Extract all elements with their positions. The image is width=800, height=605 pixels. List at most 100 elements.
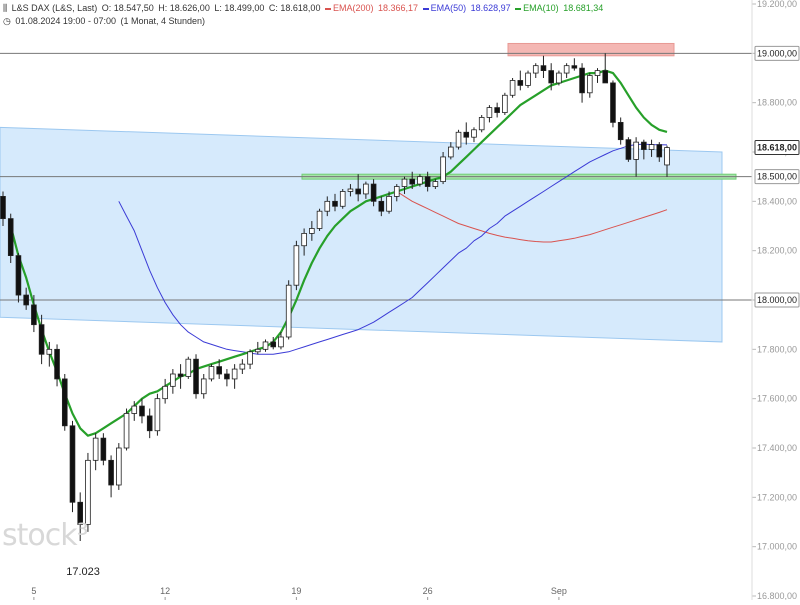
candle-body [316,210,323,229]
candle-body [617,122,624,141]
candle-body [440,156,446,183]
candle-body [471,129,477,138]
candle-body [571,65,578,69]
resistance-zone [507,42,675,57]
candle-body [339,191,346,207]
candle-body [247,351,253,365]
y-tick-label: 19.200,00 [757,0,797,9]
y-tick-label: 17.200,00 [757,492,797,502]
candle-body [61,378,68,427]
candle-body [347,188,354,192]
candle-body [432,181,439,187]
candle-body [602,70,609,84]
candle-body [77,501,84,525]
candle-body [224,373,230,380]
ema50-legend-value: 18.628,97 [470,3,511,13]
ema50-legend-swatch [422,7,429,10]
ema200-legend-label: EMA(200) [332,3,374,13]
candle-body [46,348,53,355]
high-value: H: 18.626,00 [158,3,210,13]
candle-body [625,139,632,160]
candle-body [54,348,60,380]
candle-body [285,284,292,338]
candle-body [548,70,554,84]
candle-body [401,178,408,187]
ema50-legend-label: EMA(50) [430,3,467,13]
x-tick-label: 19 [291,586,301,596]
candle-body [332,200,338,207]
y-tick-label: 17.800,00 [757,344,797,354]
candle-body [648,144,655,150]
ema10-legend-label: EMA(10) [523,3,559,13]
candlestick-icon: ⫼ [3,3,8,13]
candle-body [664,147,670,166]
candle-body [494,107,500,113]
period-header: ◷ 01.08.2024 19:00 - 07:00 (1 Monat, 4 S… [3,16,207,27]
x-tick-label: Sep [551,586,567,596]
price-level-label: 18.000,00 [757,295,797,305]
clock-icon: ◷ [3,16,11,26]
candle-body [123,413,130,449]
ema10-legend-swatch [515,7,522,10]
x-tick-label: 5 [31,586,36,596]
ohlc-header: ⫼ L&S DAX (L&S, Last) O: 18.547,50 H: 18… [3,3,605,14]
price-level-marker [754,169,800,185]
price-level-label: 19.000,00 [757,48,797,58]
ema200-legend-swatch [324,7,331,10]
ema50-line [118,143,668,355]
candles: 17.023 [0,53,670,578]
candle-body [556,72,562,84]
current-price-marker [754,140,800,156]
low-value: L: 18.499,00 [214,3,265,13]
candle-body [586,75,593,94]
y-tick-label: 17.400,00 [757,443,797,453]
low-annotation: 17.023 [66,566,100,578]
candle-body [69,425,76,503]
candle-body [540,65,547,71]
candle-body [0,195,6,219]
ema200-legend-value: 18.366,17 [378,3,419,13]
candle-body [108,459,114,486]
candle-body [146,415,153,432]
candle-body [185,358,192,377]
candle-body [363,183,369,195]
candle-body [393,186,400,197]
candle-body [193,358,199,395]
candle-body [448,146,454,158]
candle-body [502,94,508,113]
candle-body [594,70,601,76]
current-price-label: 18.618,00 [757,143,797,153]
candle-body [610,82,616,123]
candle-body [509,80,516,96]
candle-body [455,131,462,148]
period-range: 01.08.2024 19:00 - 07:00 [15,16,116,26]
candle-body [478,117,485,131]
candle-body [563,65,570,74]
candle-body [92,437,99,461]
candle-body [293,245,300,286]
candle-body [7,218,14,257]
candle-body [139,405,145,417]
candle-body [463,131,470,138]
candle-body [38,324,45,355]
candle-body [386,195,392,212]
x-tick-label: 12 [160,586,170,596]
candle-body [532,65,539,74]
y-tick-label: 17.000,00 [757,542,797,552]
open-value: O: 18.547,50 [101,3,154,13]
candle-body [116,447,122,486]
candle-body [200,378,207,395]
stock3-logo: stock³ [2,518,89,553]
candle-body [579,67,585,94]
candle-body [656,144,663,158]
y-tick-label: 18.200,00 [757,246,797,256]
candle-body [31,304,37,326]
candle-body [85,459,91,525]
y-tick-label: 18.400,00 [757,196,797,206]
candle-body [170,373,176,387]
candle-body [177,373,184,377]
close-value: C: 18.618,00 [268,3,321,13]
candle-body [517,80,524,86]
